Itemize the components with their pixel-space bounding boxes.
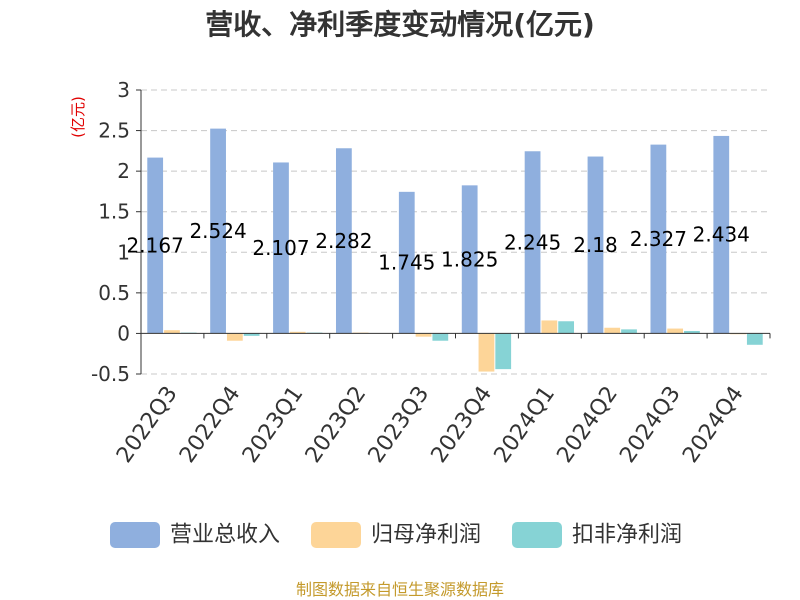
bar-revenue xyxy=(398,191,415,334)
x-tick-label: 2024Q2 xyxy=(552,382,623,468)
y-tick-label: 1 xyxy=(117,240,130,264)
data-label: 2.107 xyxy=(252,236,309,260)
y-tick-label: 0.5 xyxy=(98,281,130,305)
data-label: 1.825 xyxy=(441,247,498,271)
data-label: 2.524 xyxy=(189,219,246,243)
bars xyxy=(147,128,763,372)
chart-title: 营收、净利季度变动情况(亿元) xyxy=(205,8,595,41)
bar-revenue xyxy=(713,135,730,334)
x-tick-label: 2023Q3 xyxy=(364,382,435,468)
data-label: 2.434 xyxy=(693,223,750,247)
legend-swatch xyxy=(512,522,562,548)
y-tick-label: 0 xyxy=(117,321,130,345)
bar-net-profit xyxy=(289,331,306,334)
bar-deducted-net-profit xyxy=(746,333,763,345)
bar-revenue xyxy=(461,185,478,334)
bar-net-profit xyxy=(604,327,621,334)
data-source-note: 制图数据来自恒生聚源数据库 xyxy=(295,580,504,599)
legend-swatch xyxy=(311,522,361,548)
bar-deducted-net-profit xyxy=(495,333,512,370)
legend-item-deducted-net-profit[interactable]: 扣非净利润 xyxy=(512,522,682,548)
bar-deducted-net-profit xyxy=(243,333,260,336)
x-tick-label: 2024Q3 xyxy=(615,382,686,468)
legend-swatch xyxy=(110,522,160,548)
bar-revenue xyxy=(335,148,352,334)
bar-revenue xyxy=(210,128,226,334)
y-tick-label: 3 xyxy=(117,78,130,102)
x-tick-label: 2023Q1 xyxy=(238,382,309,468)
bar-net-profit xyxy=(541,320,558,334)
data-label: 2.327 xyxy=(630,227,687,251)
y-tick-label: -0.5 xyxy=(91,362,130,386)
x-tick-label: 2023Q4 xyxy=(427,382,498,468)
legend-label: 扣非净利润 xyxy=(572,523,682,548)
bar-net-profit xyxy=(226,333,243,341)
y-axis-unit-label: (亿元) xyxy=(69,96,87,138)
data-label: 2.282 xyxy=(315,229,372,253)
bar-revenue xyxy=(650,144,667,334)
bar-net-profit xyxy=(478,333,495,372)
bar-revenue xyxy=(147,157,164,334)
legend-label: 归母净利润 xyxy=(371,523,481,548)
legend-item-net-profit[interactable]: 归母净利润 xyxy=(311,522,481,548)
y-tick-label: 2 xyxy=(117,159,130,183)
bar-deducted-net-profit xyxy=(558,321,575,334)
gridlines xyxy=(141,89,770,375)
data-label: 2.245 xyxy=(504,230,561,254)
y-tick-label: 2.5 xyxy=(98,119,130,143)
bar-revenue xyxy=(587,156,604,334)
x-tick-label: 2024Q4 xyxy=(678,382,749,468)
x-tick-label: 2024Q1 xyxy=(490,382,561,468)
bar-net-profit xyxy=(667,328,684,334)
data-label: 2.167 xyxy=(127,234,184,258)
data-label: 2.18 xyxy=(573,233,618,257)
bar-net-profit xyxy=(164,330,180,334)
bar-deducted-net-profit xyxy=(432,333,449,341)
legend: 营业总收入 归母净利润 扣非净利润 xyxy=(110,522,682,548)
bar-revenue xyxy=(273,162,289,334)
bar-deducted-net-profit xyxy=(621,329,637,334)
x-tick-label: 2023Q2 xyxy=(301,382,372,468)
bar-net-profit xyxy=(415,333,432,337)
x-tick-label: 2022Q4 xyxy=(175,382,246,468)
data-label: 1.745 xyxy=(378,251,435,275)
legend-item-revenue[interactable]: 营业总收入 xyxy=(110,522,280,548)
bar-revenue xyxy=(524,151,541,334)
bar-deducted-net-profit xyxy=(684,330,700,334)
y-tick-label: 1.5 xyxy=(98,200,130,224)
legend-label: 营业总收入 xyxy=(170,523,280,548)
x-tick-label: 2022Q3 xyxy=(112,382,183,468)
